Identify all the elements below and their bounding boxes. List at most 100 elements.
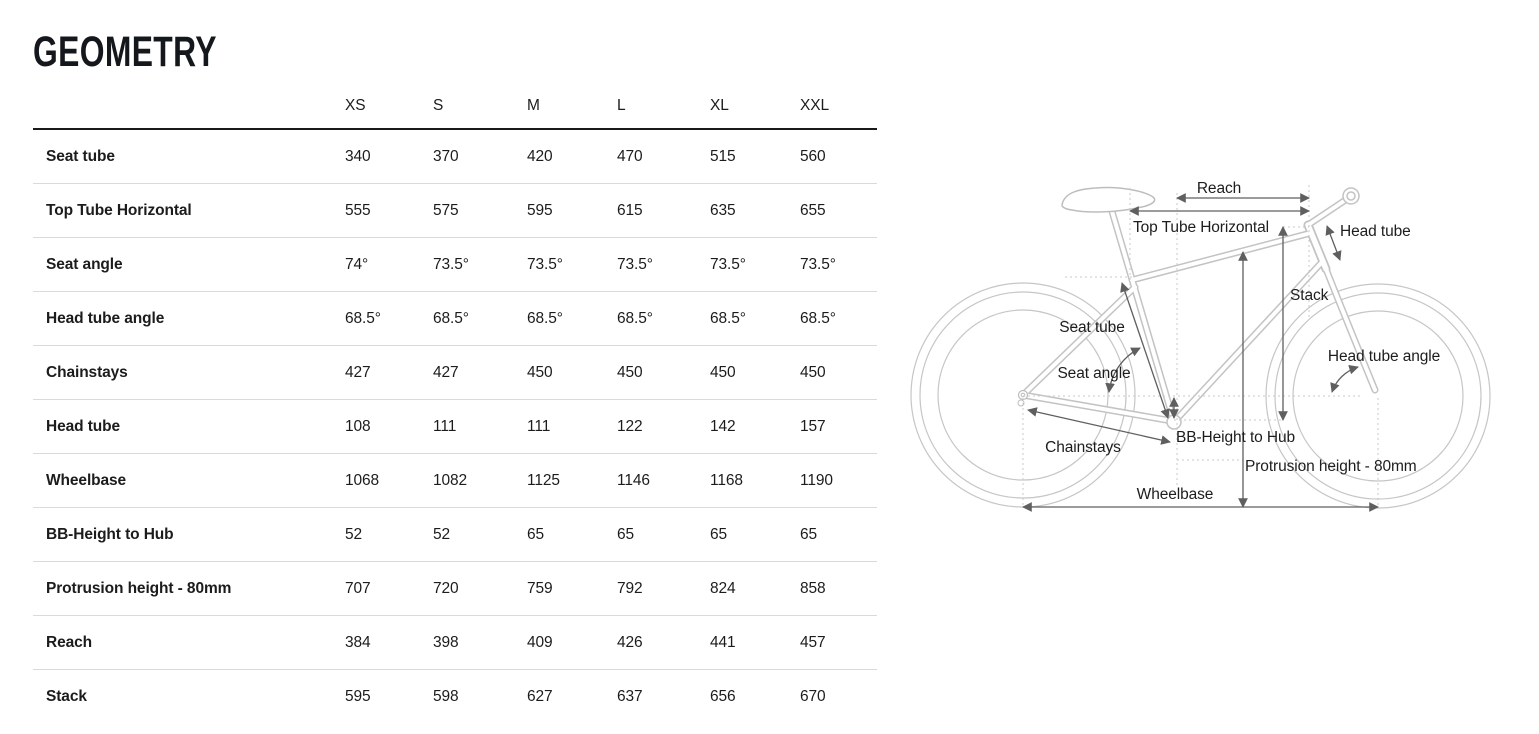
value-cell: 1168 <box>710 453 800 508</box>
table-row: Stack 595 598 627 637 656 670 <box>33 669 877 723</box>
value-cell: 720 <box>433 561 527 616</box>
value-cell: 111 <box>433 399 527 454</box>
value-cell: 340 <box>345 147 371 165</box>
reach-label: Reach <box>1197 180 1241 197</box>
value-cell: 595 <box>527 183 617 238</box>
value-cell: 759 <box>527 561 617 616</box>
column-header-xxl: XXL <box>800 84 877 130</box>
geometry-table-body: Seat tube 340 370 420 470 515 560 Top Tube Hori… <box>33 129 877 723</box>
value-cell: 792 <box>617 561 710 616</box>
value-cell: 427 <box>433 345 527 400</box>
seat-angle-label: Seat angle <box>1057 365 1130 382</box>
value-cell: 68.5° <box>800 291 877 346</box>
value-cell: 1125 <box>527 453 617 508</box>
chainstays-label: Chainstays <box>1045 439 1121 456</box>
column-header-xs: XS <box>345 84 433 130</box>
value-cell: 74° <box>345 237 433 292</box>
value-cell: 157 <box>800 399 877 454</box>
value-cell: 655 <box>800 183 877 238</box>
value-cell: 670 <box>800 669 877 723</box>
table-row: Head tube angle 68.5° 68.5° 68.5° 68.5° 68.5°… <box>33 291 877 346</box>
value-cell: 108 <box>345 399 433 454</box>
saddle-icon <box>1061 186 1156 213</box>
value-cell: 73.5° <box>617 237 710 292</box>
seat-tube-arrow <box>1120 282 1170 419</box>
value-cell: 858 <box>800 561 877 616</box>
value-cell: 420 <box>527 147 553 165</box>
table-row: Top Tube Horizontal 555 575 595 615 635 655 <box>33 183 877 238</box>
seat-angle-arc <box>1105 347 1141 393</box>
value-cell: 409 <box>527 615 617 670</box>
value-cell: 1146 <box>617 453 710 508</box>
stack-label: Stack <box>1290 287 1329 304</box>
value-cell: 427 <box>345 345 433 400</box>
value-cell: 52 <box>433 507 527 562</box>
geometry-table: XS S M L XL XXL Seat tube 340 370 420 470 515 560 To… <box>33 84 877 723</box>
protrusion-height-label: Protrusion height - 80mm <box>1245 458 1417 475</box>
value-cell: 65 <box>527 507 617 562</box>
bike-geometry-diagram: Reach Top Tube Horizontal Head tube Stac… <box>910 180 1491 512</box>
value-cell: 65 <box>710 507 800 562</box>
value-cell: 398 <box>433 615 527 670</box>
bb-height-to-hub-label: BB-Height to Hub <box>1176 429 1295 446</box>
row-label: Reach <box>33 615 345 670</box>
value-cell: 426 <box>617 615 710 670</box>
value-cell: 450 <box>800 345 877 400</box>
geometry-table-header-row: XS S M L XL XXL <box>33 84 877 130</box>
value-cell: 560 <box>800 147 826 165</box>
diagram-labels: Reach Top Tube Horizontal Head tube Stac… <box>1045 180 1440 503</box>
value-cell: 707 <box>345 561 433 616</box>
value-cell: 457 <box>800 615 877 670</box>
value-cell: 384 <box>345 615 433 670</box>
column-header-s: S <box>433 84 527 130</box>
value-cell: 111 <box>527 399 617 454</box>
head-tube-angle-label: Head tube angle <box>1328 348 1440 365</box>
value-cell: 635 <box>710 183 800 238</box>
value-cell: 68.5° <box>527 291 617 346</box>
table-row: Wheelbase 1068 1082 1125 1146 1168 1190 <box>33 453 877 508</box>
value-cell: 65 <box>800 507 877 562</box>
value-cell: 470 <box>617 147 643 165</box>
value-cell: 598 <box>433 669 527 723</box>
value-cell: 68.5° <box>345 291 433 346</box>
column-header-l: L <box>617 84 710 130</box>
top-tube-horizontal-label: Top Tube Horizontal <box>1133 219 1269 236</box>
page-title: GEOMETRY <box>33 28 217 76</box>
rear-axle-icon <box>1020 392 1026 398</box>
value-cell: 73.5° <box>800 237 877 292</box>
value-cell: 68.5° <box>433 291 527 346</box>
value-cell: 555 <box>345 183 433 238</box>
value-cell: 73.5° <box>527 237 617 292</box>
value-cell: 575 <box>433 183 527 238</box>
column-header-xl: XL <box>710 84 800 130</box>
handlebar-grip-icon <box>1346 191 1356 201</box>
row-label: Seat angle <box>33 237 345 292</box>
row-label: BB-Height to Hub <box>33 507 345 562</box>
value-cell: 595 <box>345 669 433 723</box>
row-label: Head tube <box>33 399 345 454</box>
value-cell: 1190 <box>800 453 877 508</box>
value-cell: 73.5° <box>433 237 527 292</box>
value-cell: 450 <box>617 345 710 400</box>
head-tube-label: Head tube <box>1340 223 1411 240</box>
value-cell: 656 <box>710 669 800 723</box>
row-label: Top Tube Horizontal <box>33 183 345 238</box>
value-cell: 73.5° <box>710 237 800 292</box>
value-cell: 65 <box>617 507 710 562</box>
row-label: Seat tube <box>46 147 115 165</box>
dotted-guides <box>1022 185 1379 507</box>
column-header-m: M <box>527 84 617 130</box>
value-cell: 615 <box>617 183 710 238</box>
corner-cell <box>33 84 345 130</box>
value-cell: 824 <box>710 561 800 616</box>
chainstays-arrow <box>1027 407 1171 445</box>
head-tube-angle-arc <box>1330 364 1359 393</box>
seat-tube-label: Seat tube <box>1059 319 1124 336</box>
row-label: Wheelbase <box>33 453 345 508</box>
value-cell: 627 <box>527 669 617 723</box>
row-label: Stack <box>33 669 345 723</box>
head-tube-arrow <box>1325 225 1342 261</box>
value-cell: 68.5° <box>617 291 710 346</box>
row-label: Protrusion height - 80mm <box>33 561 345 616</box>
table-row: Reach 384 398 409 426 441 457 <box>33 615 877 670</box>
